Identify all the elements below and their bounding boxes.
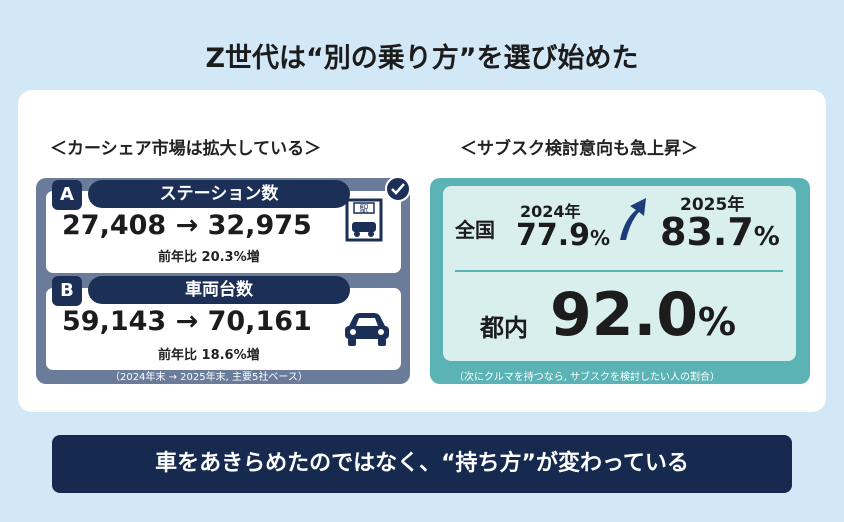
vehicles-letter-badge: B bbox=[52, 276, 82, 306]
page-title: Z世代は“別の乗り方”を選び始めた bbox=[205, 43, 639, 74]
stations-label: ステーション数 bbox=[88, 180, 350, 208]
subscription-inner bbox=[443, 186, 796, 361]
vehicles-delta: 前年比 18.6%増 bbox=[158, 348, 260, 363]
station-icon: 駅 bbox=[345, 198, 383, 242]
national-2024-value: 77.9% bbox=[516, 218, 611, 253]
subscription-note: （次にクルマを持つなら, サブスクを検討したい人の割合） bbox=[454, 372, 721, 383]
conclusion-banner: 車をあきらめたのではなく、“持ち方”が変わっている bbox=[52, 435, 792, 493]
vehicles-value: 59,143 → 70,161 bbox=[62, 306, 312, 337]
subscription-heading: ＜サブスク検討意向も急上昇＞ bbox=[460, 139, 698, 159]
check-icon bbox=[385, 176, 411, 202]
car-icon bbox=[345, 313, 389, 346]
divider bbox=[455, 270, 783, 272]
carshare-note: （2024年末 → 2025年末, 主要5社ベース） bbox=[110, 372, 308, 383]
national-2025-value: 83.7% bbox=[660, 210, 780, 254]
year-2024-label: 2024年 bbox=[520, 202, 581, 221]
arrow-up-icon bbox=[620, 198, 646, 240]
stations-value: 27,408 → 32,975 bbox=[62, 210, 312, 241]
tokyo-value: 92.0% bbox=[550, 280, 737, 350]
carshare-heading: ＜カーシェア市場は拡大している＞ bbox=[50, 139, 322, 159]
tokyo-label: 都内 bbox=[480, 314, 528, 342]
national-label: 全国 bbox=[455, 218, 495, 242]
station-icon-text: 駅 bbox=[359, 204, 368, 215]
vehicles-label: 車両台数 bbox=[88, 276, 350, 304]
stations-delta: 前年比 20.3%増 bbox=[158, 250, 260, 265]
year-2025-label: 2025年 bbox=[680, 195, 745, 215]
stations-letter-badge: A bbox=[52, 180, 82, 210]
